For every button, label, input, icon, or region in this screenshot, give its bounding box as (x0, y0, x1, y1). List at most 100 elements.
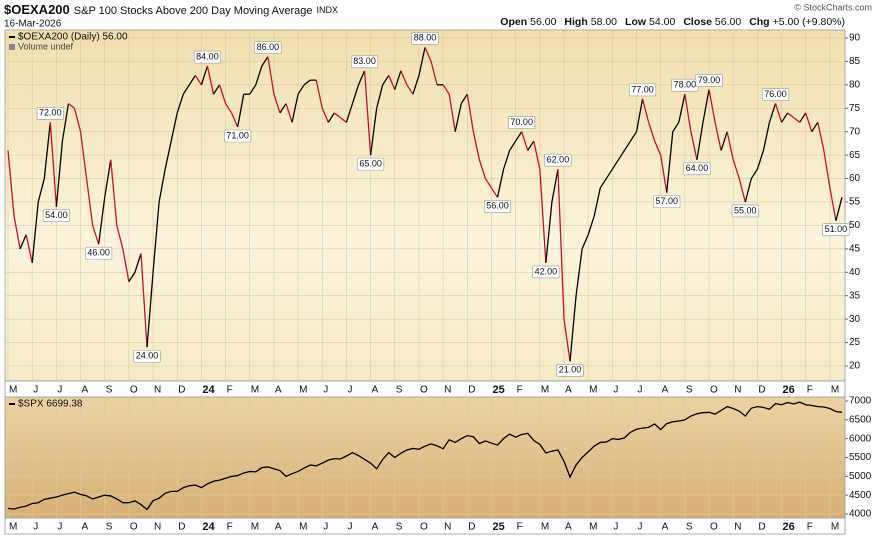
x-tick-label: 25 (492, 384, 504, 396)
line-segment (781, 112, 789, 123)
value-label: 70.00 (510, 117, 533, 127)
value-label: 65.00 (359, 158, 382, 168)
x-tick-label: S (106, 385, 113, 396)
x-tick-label: M (251, 522, 259, 533)
chart-header: $OEXA200 S&P 100 Stocks Above 200 Day Mov… (4, 2, 338, 17)
y-tick-label: 20 (849, 361, 861, 372)
x-tick-label: 24 (202, 521, 215, 533)
line-segment (617, 150, 625, 161)
value-label: 56.00 (486, 201, 509, 211)
x-tick-label: M (541, 385, 549, 396)
value-label-box (508, 116, 536, 129)
line-segment (793, 117, 801, 123)
value-label-box (193, 50, 222, 64)
line-segment (593, 187, 601, 217)
value-label: 64.00 (686, 163, 709, 173)
line-segment (164, 140, 172, 170)
x-tick-label: A (82, 385, 89, 396)
value-label: 54.00 (45, 210, 68, 220)
line-segment (412, 75, 420, 95)
x-tick-label: A (565, 522, 572, 533)
line-segment (176, 94, 184, 114)
line-segment (587, 215, 595, 235)
x-tick-label: A (662, 385, 669, 396)
line-segment (545, 201, 553, 263)
value-label-box (483, 199, 512, 213)
value-label: 46.00 (87, 248, 110, 258)
x-tick-label: M (589, 522, 597, 533)
line (7, 401, 843, 511)
line-segment (19, 234, 27, 250)
line-segment (726, 131, 734, 160)
line-segment (363, 70, 372, 156)
line-segment (267, 56, 275, 95)
value-label-box (133, 349, 161, 363)
line-segment (768, 103, 777, 123)
x-tick-label: D (468, 522, 475, 533)
line-segment (194, 75, 202, 86)
x-tick-label: 24 (202, 384, 215, 396)
x-tick-label: 26 (783, 521, 795, 533)
line-segment (829, 187, 837, 221)
line-segment (466, 94, 474, 132)
line-segment (212, 84, 221, 95)
date: 16-Mar-2026 (4, 19, 62, 30)
line-segment (116, 225, 124, 250)
line-segment (811, 121, 819, 133)
line-segment (369, 108, 378, 156)
line-segment (605, 168, 613, 179)
line-segment (720, 131, 728, 151)
x-tick-label: A (372, 385, 379, 396)
line-segment (575, 248, 583, 296)
line-segment (182, 84, 190, 95)
line-segment (68, 103, 75, 109)
line-segment (200, 65, 209, 86)
line-segment (424, 47, 432, 62)
value-label-box (822, 223, 850, 237)
line-segment (551, 169, 559, 203)
line-segment (490, 187, 499, 198)
x-tick-label: S (396, 385, 403, 396)
x-tick-label: J (57, 522, 62, 533)
plot-layer: 20 25 30 35 40 45 50 55 60 65 70 75 80 85 90 M J J A S O N D 24… (5, 30, 872, 533)
line-segment (43, 122, 51, 179)
line-segment (79, 131, 88, 179)
line-segment (55, 141, 64, 207)
y-tick-label: 25 (849, 337, 861, 348)
line-segment (92, 225, 100, 245)
x-tick-label: A (275, 385, 282, 396)
symbol: $OEXA200 (4, 2, 70, 17)
value-label-box (653, 195, 681, 208)
value-label: 86.00 (257, 42, 280, 52)
line-segment (333, 112, 341, 119)
x-tick-label: D (178, 522, 185, 533)
x-tick-label: N (444, 385, 451, 396)
y-tick-label: 4500 (849, 490, 872, 501)
line-segment (647, 122, 656, 142)
quote-label: Low (625, 16, 647, 28)
x-tick-label: A (662, 522, 669, 533)
y-tick-label: 70 (849, 126, 861, 137)
x-tick-label: J (613, 522, 618, 533)
line-segment (641, 98, 650, 123)
line-segment (237, 94, 245, 128)
line-segment (509, 140, 517, 151)
line-segment (206, 65, 215, 95)
x-tick-label: O (130, 385, 138, 396)
x-tick-label: O (420, 522, 428, 533)
line-segment (581, 234, 589, 250)
y-tick-label: 90 (849, 33, 861, 44)
line-segment (672, 121, 680, 133)
line-segment (98, 197, 106, 245)
line-segment (321, 108, 329, 123)
y-tick-label: 50 (849, 220, 861, 231)
line-segment (170, 112, 178, 142)
line-segment (702, 89, 710, 123)
x-tick-label: M (251, 385, 259, 396)
x-tick-label: J (323, 385, 328, 396)
line-segment (678, 94, 686, 123)
line-segment (744, 178, 752, 203)
value-label-box (695, 74, 723, 87)
value-label: 78.00 (674, 80, 697, 90)
y-tick-label: 75 (849, 103, 861, 114)
